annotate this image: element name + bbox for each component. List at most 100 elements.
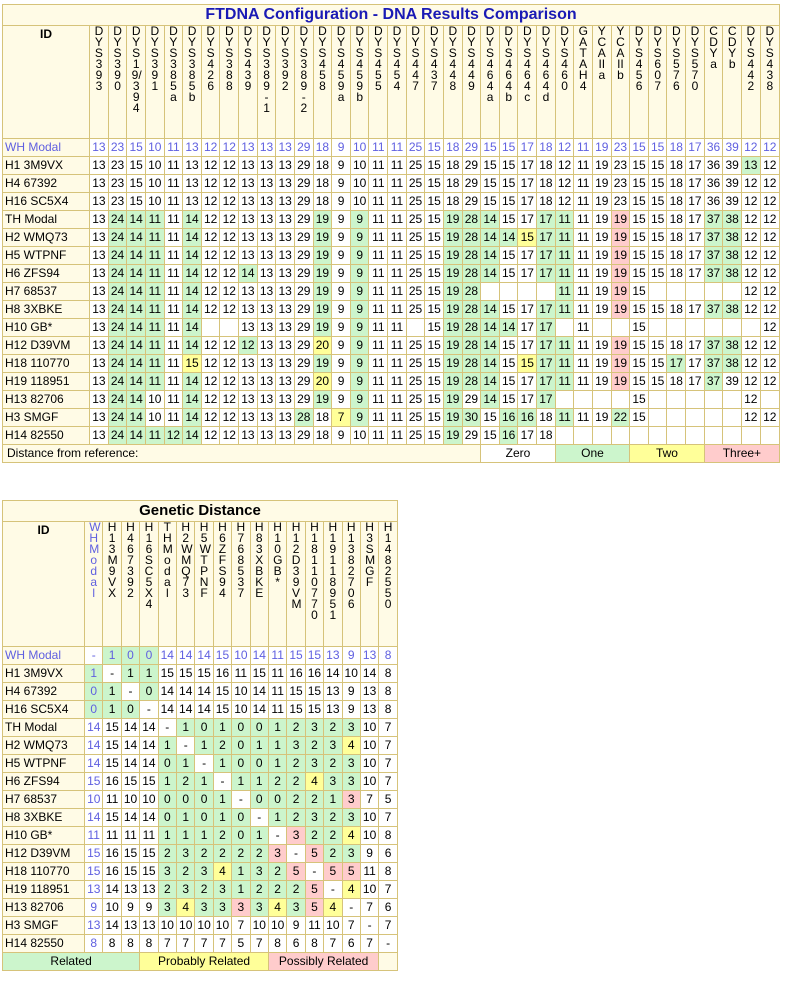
kit-id: H14 82550	[1, 426, 91, 445]
gd-kit-id: H12 D39VM	[1, 844, 86, 863]
marker-value: 28	[461, 318, 482, 337]
marker-value: 12	[759, 300, 781, 319]
gd-column-label: H3 SMGF	[365, 521, 376, 589]
distance-value: 4	[304, 772, 325, 791]
marker-value: 15	[498, 192, 519, 211]
marker-value: 15	[498, 354, 519, 373]
marker-value: 13	[89, 318, 109, 337]
marker-value: 12	[219, 210, 240, 229]
marker-value: 24	[107, 336, 128, 355]
distance-value: 14	[139, 718, 159, 737]
marker-value: 29	[293, 336, 314, 355]
marker-value: 14	[126, 300, 146, 319]
distance-value: -	[341, 898, 361, 917]
marker-value: 11	[573, 156, 593, 175]
marker-value: 19	[610, 336, 631, 355]
distance-value: 1	[84, 664, 104, 683]
marker-value: 13	[256, 354, 277, 373]
distance-value: 15	[286, 646, 306, 665]
marker-value: 12	[219, 228, 240, 247]
marker-value: 14	[126, 246, 146, 265]
marker-value: 15	[647, 138, 668, 157]
marker-value: 13	[238, 426, 258, 445]
marker-value: 12	[200, 426, 221, 445]
distance-value: 10	[359, 880, 380, 899]
distance-value: 8	[139, 934, 159, 953]
marker-value: 19	[442, 408, 463, 427]
marker-value: 13	[238, 318, 258, 337]
results-row-h14-82550: H14 82550 13 24 14 11 12 14 12 12 13 13 13 29 18 9 10 11…	[1, 426, 781, 445]
marker-header-cdya: CDYa	[703, 25, 724, 139]
marker-value: 9	[349, 264, 370, 283]
marker-label: DYS388	[224, 25, 234, 93]
gd-column-label: H14 82550	[383, 521, 393, 611]
marker-value: 12	[554, 192, 575, 211]
marker-value: 25	[405, 210, 426, 229]
marker-value: 28	[293, 408, 314, 427]
distance-value: 15	[84, 772, 104, 791]
marker-value: 13	[89, 156, 109, 175]
gd-column-header-h3-smgf: H3 SMGF	[359, 521, 380, 647]
marker-value: 15	[424, 156, 444, 175]
marker-value: 15	[126, 138, 146, 157]
marker-value: 23	[610, 156, 631, 175]
marker-value: 19	[312, 354, 333, 373]
marker-value: 9	[349, 390, 370, 409]
marker-value: 19	[442, 336, 463, 355]
gd-row-h5-wtpnf: H5 WTPNF 14 15 14 14 0 1-1 0 0 1 2 3 2 3 10 7	[1, 754, 398, 773]
gd-row-h19-118951: H19 118951 13 14 13 13 2 3 2 3 1 2 2 2 5-4 10 7	[1, 880, 398, 899]
marker-value: 15	[647, 210, 668, 229]
marker-header-dys459b: DYS459b	[349, 25, 370, 139]
marker-value: 11	[573, 282, 593, 301]
marker-value: 19	[610, 264, 631, 283]
marker-label: DYS464d	[541, 25, 551, 104]
marker-value: 9	[331, 354, 351, 373]
distance-value: 15	[286, 682, 306, 701]
marker-value: 24	[107, 246, 128, 265]
distance-value: 0	[249, 754, 269, 773]
distance-value: 11	[359, 862, 380, 881]
marker-value: 9	[331, 174, 351, 193]
marker-value: 28	[461, 372, 482, 391]
marker-header-dys426: DYS426	[200, 25, 221, 139]
distance-value: 8	[378, 826, 398, 845]
marker-value: 11	[144, 228, 165, 247]
marker-header-dys449: DYS449	[461, 25, 482, 139]
marker-value: 13	[238, 246, 258, 265]
marker-value	[666, 390, 687, 409]
marker-value: 13	[256, 336, 277, 355]
marker-label: DYS426	[206, 25, 215, 93]
distance-value: 0	[157, 754, 178, 773]
marker-value: 29	[293, 228, 314, 247]
gd-row-th-modal: TH Modal 14 15 14 14-1 0 1 0 0 1 2 3 2 3 10 7	[1, 718, 398, 737]
marker-value: 14	[182, 228, 202, 247]
marker-value: 19	[610, 246, 631, 265]
distance-value: 15	[212, 646, 233, 665]
marker-value: 9	[331, 300, 351, 319]
marker-value: 15	[629, 210, 649, 229]
distance-value: 8	[102, 934, 122, 953]
marker-value: 12	[200, 156, 221, 175]
distance-value: 14	[139, 754, 159, 773]
distance-value: 2	[286, 790, 306, 809]
marker-value: 12	[200, 354, 221, 373]
gd-row-h2-wmq73: H2 WMQ73 14 15 14 14 1-1 2 0 1 1 3 2 3 4 10 7	[1, 736, 398, 755]
marker-value: 15	[647, 156, 668, 175]
marker-value: 11	[368, 210, 389, 229]
marker-value: 13	[238, 138, 258, 157]
distance-value: 3	[157, 898, 178, 917]
marker-label: DYS576	[671, 25, 681, 93]
marker-value: 15	[424, 426, 444, 445]
distance-value: -	[102, 664, 122, 683]
distance-value: 2	[249, 880, 269, 899]
marker-value: 16	[498, 408, 519, 427]
distance-value: 15	[102, 808, 122, 827]
marker-label: DYS437	[429, 25, 439, 93]
distance-value: 10	[139, 790, 159, 809]
ftdna-comparison-table: FTDNA Configuration - DNA Results Compar…	[1, 4, 781, 463]
marker-value: 37	[703, 264, 724, 283]
marker-value: 11	[368, 246, 389, 265]
marker-value	[629, 426, 649, 445]
distance-value: 1	[231, 772, 251, 791]
distance-value: 15	[120, 772, 141, 791]
